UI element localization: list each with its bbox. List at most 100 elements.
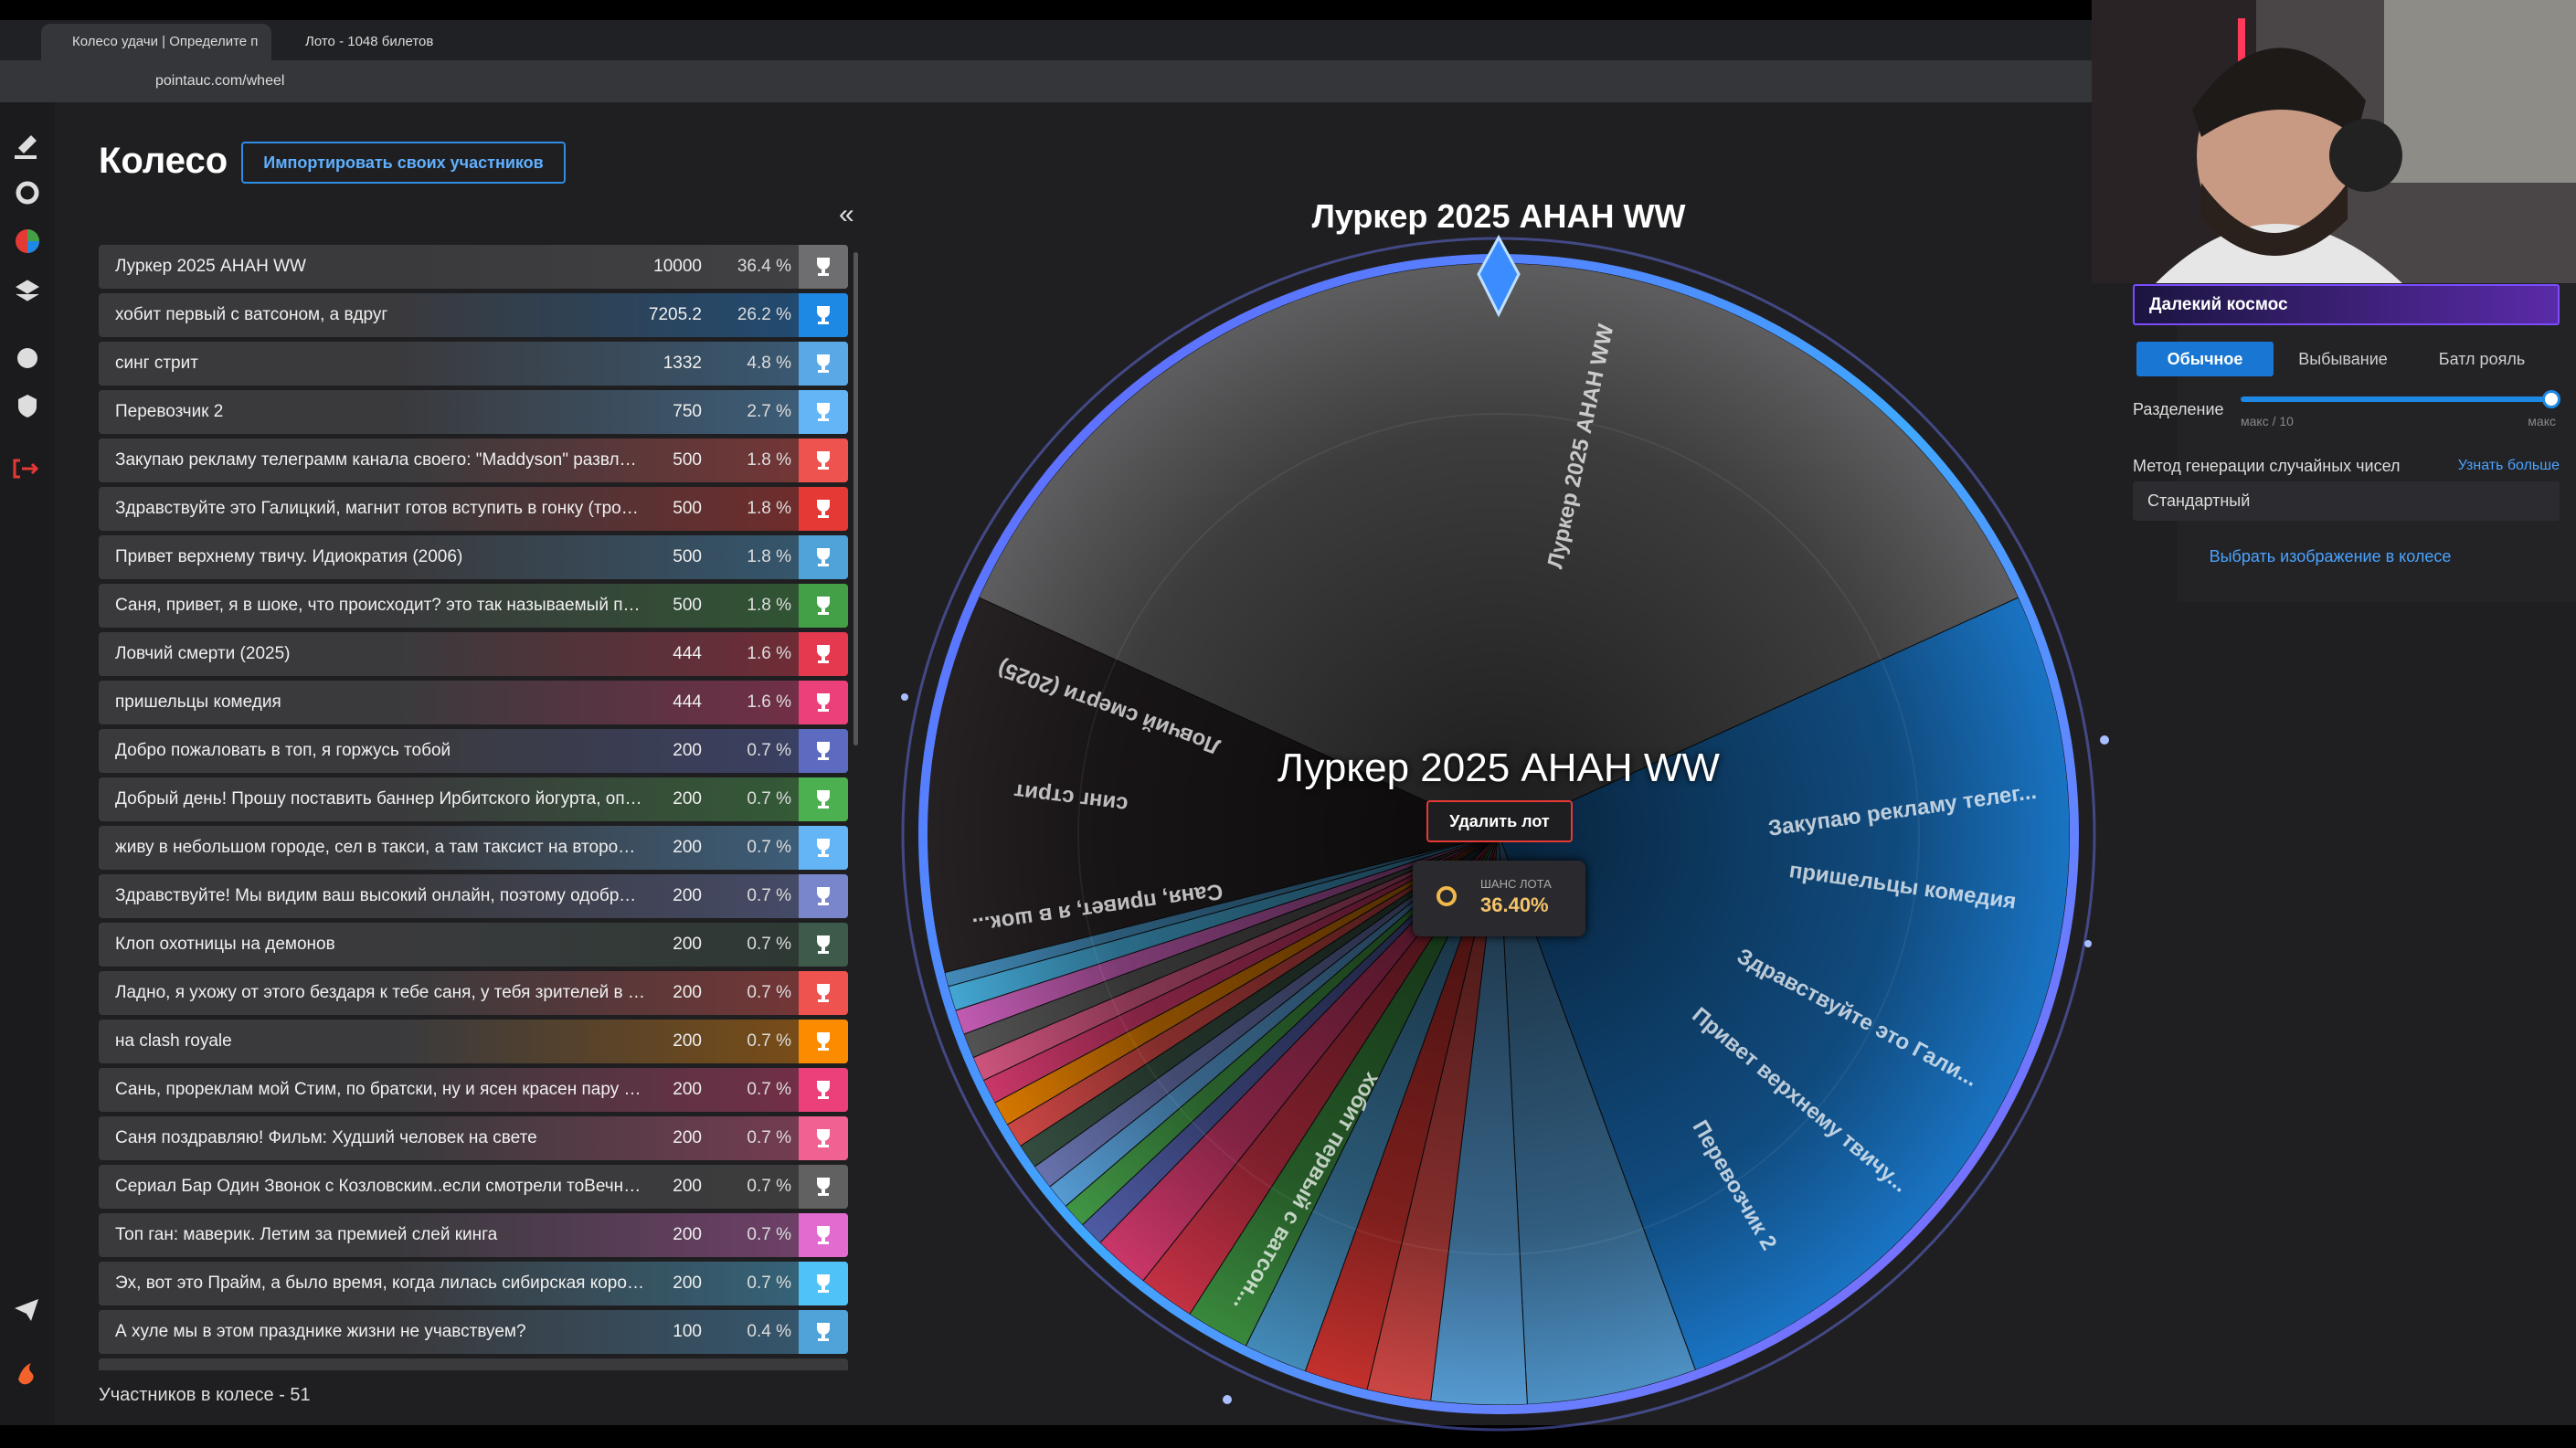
participant-name: Саня, привет, я в шоке, что происходит? … xyxy=(115,596,645,615)
participant-action[interactable] xyxy=(799,777,848,821)
image-picker[interactable]: Выбрать изображение в колесе xyxy=(2209,547,2452,565)
icon-wheel-part xyxy=(27,241,39,253)
participant-action[interactable] xyxy=(799,923,848,967)
webcam-window xyxy=(2384,0,2576,183)
mode-tab[interactable]: Выбывание xyxy=(2298,350,2388,368)
participant-row: Закупаю рекламу телеграмм канала своего:… xyxy=(99,439,848,482)
participant-name: на clash royale xyxy=(115,1031,232,1051)
participant-action[interactable] xyxy=(799,293,848,337)
participant-row: живу в небольшом городе, сел в такси, а … xyxy=(99,826,848,870)
participant-share: 0.7 % xyxy=(747,838,791,857)
learn-more-link[interactable]: Узнать больше xyxy=(2457,458,2560,473)
participant-name: Здравствуйте! Мы видим ваш высокий онлай… xyxy=(115,886,645,905)
participant-row-partial xyxy=(99,1358,848,1370)
webcam-hair xyxy=(2192,48,2366,137)
icon-logout[interactable] xyxy=(13,459,39,479)
split-max: макс xyxy=(2528,414,2556,428)
trophy-icon xyxy=(817,451,830,470)
icon-settings[interactable] xyxy=(16,181,39,205)
participant-list: Луркер 2025 АНАН WW 10000 36.4 % хобит перв… xyxy=(99,245,848,1370)
trophy-icon xyxy=(817,548,830,566)
trophy-icon xyxy=(817,258,830,276)
participant-action[interactable] xyxy=(799,1310,848,1354)
participant-name: Ловчий смерти (2025) xyxy=(115,644,291,663)
participant-amount: 500 xyxy=(673,596,702,615)
participant-name: Привет верхнему твичу. Идиократия (2006) xyxy=(115,547,463,566)
participant-amount: 10000 xyxy=(653,257,702,276)
participant-action[interactable] xyxy=(799,681,848,724)
import-button[interactable]: Импортировать своих участников xyxy=(241,142,566,184)
participant-name: А хуле мы в этом празднике жизни не учав… xyxy=(115,1322,526,1341)
participant-action[interactable] xyxy=(799,874,848,918)
scrollbar[interactable] xyxy=(853,252,858,745)
participant-share: 1.6 % xyxy=(747,644,791,663)
participant-row: Привет верхнему твичу. Идиократия (2006)… xyxy=(99,535,848,579)
participant-row: Саня поздравляю! Фильм: Худший человек н… xyxy=(99,1116,848,1160)
icon-telegram[interactable] xyxy=(15,1299,38,1321)
participant-action[interactable] xyxy=(799,1020,848,1063)
participant-name: Закупаю рекламу телеграмм канала своего:… xyxy=(115,450,645,470)
sparkle xyxy=(2084,940,2092,947)
sparkle xyxy=(1223,1395,1232,1404)
participant-share: 1.8 % xyxy=(747,499,791,518)
participant-action[interactable] xyxy=(799,487,848,531)
participant-action[interactable] xyxy=(799,1165,848,1209)
participant-share: 0.7 % xyxy=(747,789,791,809)
icon-auction[interactable] xyxy=(15,135,37,159)
participant-name: Ладно, я ухожу от этого бездаря к тебе с… xyxy=(115,983,645,1002)
participant-action[interactable] xyxy=(799,1116,848,1160)
theme-select[interactable]: Далекий космос xyxy=(2133,284,2560,325)
participant-share: 36.4 % xyxy=(737,257,791,276)
trophy-icon xyxy=(817,645,830,663)
delete-button[interactable]: Удалить лот xyxy=(1426,800,1573,842)
participant-action[interactable] xyxy=(799,439,848,482)
trophy-icon xyxy=(817,1178,830,1196)
participant-action[interactable] xyxy=(799,632,848,676)
icon-boosty[interactable] xyxy=(18,1363,34,1385)
participant-row: синг стрит 1332 4.8 % xyxy=(99,342,848,386)
participant-action[interactable] xyxy=(799,1068,848,1112)
participant-action[interactable] xyxy=(799,1213,848,1257)
participant-action[interactable] xyxy=(799,1262,848,1305)
participant-share: 0.7 % xyxy=(747,983,791,1002)
participant-action[interactable] xyxy=(799,535,848,579)
trophy-icon xyxy=(817,1032,830,1051)
participant-action[interactable] xyxy=(799,826,848,870)
sidebar-bg xyxy=(0,102,55,1425)
slider-thumb[interactable] xyxy=(2542,390,2560,408)
participant-action[interactable] xyxy=(799,971,848,1015)
browser-tab[interactable]: Колесо удачи | Определите п xyxy=(41,24,271,60)
icon-layers[interactable] xyxy=(16,280,39,301)
participant-row: Здравствуйте это Галицкий, магнит готов … xyxy=(99,487,848,531)
participant-share: 2.7 % xyxy=(747,402,791,421)
participant-name: Саня поздравляю! Фильм: Худший человек н… xyxy=(115,1128,537,1147)
split-slider[interactable] xyxy=(2241,396,2551,402)
trophy-icon xyxy=(817,1274,830,1293)
participant-name: Сериал Бар Один Звонок с Козловским..есл… xyxy=(115,1177,645,1196)
participant-action[interactable] xyxy=(799,245,848,289)
browser-tab[interactable]: Лото - 1048 билетов xyxy=(305,34,434,49)
participant-row: Эх, вот это Прайм, а было время, когда л… xyxy=(99,1262,848,1305)
participant-amount: 200 xyxy=(673,789,702,809)
participant-amount: 1332 xyxy=(663,354,702,373)
url[interactable]: pointauc.com/wheel xyxy=(155,73,285,89)
participant-row: пришельцы комедия 444 1.6 % xyxy=(99,681,848,724)
participant-amount: 444 xyxy=(673,692,702,712)
participant-amount: 200 xyxy=(673,1080,702,1099)
participant-name: Перевозчик 2 xyxy=(115,402,224,421)
participant-action[interactable] xyxy=(799,584,848,628)
icon-help[interactable] xyxy=(17,348,37,368)
mode-tab[interactable]: Обычное xyxy=(2136,342,2274,376)
mode-tab[interactable]: Батл рояль xyxy=(2438,350,2526,368)
icon-shield[interactable] xyxy=(18,395,37,417)
collapse-button[interactable]: « xyxy=(839,199,854,229)
chance-value: 36.40% xyxy=(1480,893,1549,916)
wheel-winner: Луркер 2025 АНАН WW xyxy=(1277,745,1720,790)
split-min: макс / 10 xyxy=(2241,414,2294,428)
rng-select[interactable]: Стандартный xyxy=(2133,481,2560,521)
participant-action[interactable] xyxy=(799,342,848,386)
trophy-icon xyxy=(817,1226,830,1244)
participant-action[interactable] xyxy=(799,390,848,434)
participant-row: Луркер 2025 АНАН WW 10000 36.4 % xyxy=(99,245,848,289)
participant-action[interactable] xyxy=(799,729,848,773)
